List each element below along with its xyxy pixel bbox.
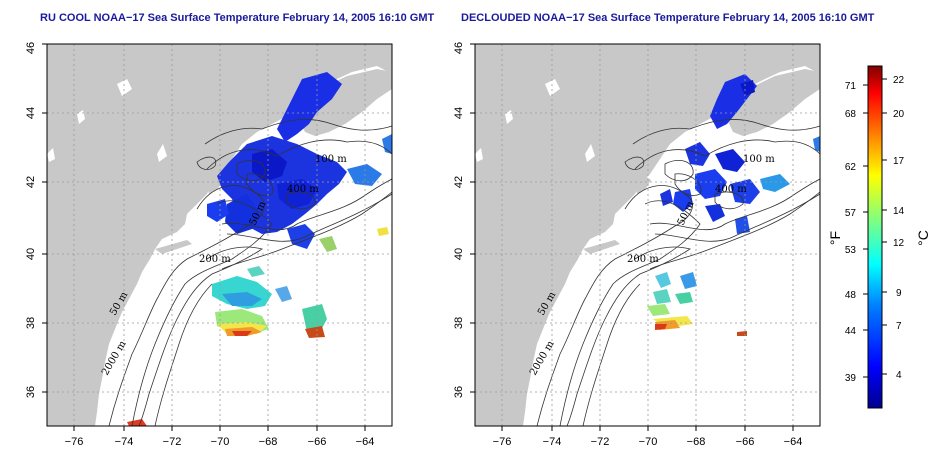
left-xtick-76: −76 bbox=[65, 436, 84, 448]
colorbar-unit-fahrenheit: °F bbox=[827, 231, 843, 245]
left-ytick-46: 46 bbox=[25, 42, 37, 54]
left-map-title: RU COOL NOAA−17 Sea Surface Temperature … bbox=[40, 12, 435, 24]
left-ytick-44: 44 bbox=[25, 107, 37, 119]
left-xtick-72: −72 bbox=[163, 436, 182, 448]
left-ytick-38: 38 bbox=[25, 317, 37, 329]
colorbar-c-tick-4: 4 bbox=[896, 370, 902, 381]
colorbar-c-tick-14: 14 bbox=[893, 206, 905, 217]
colorbar-c-tick-22: 22 bbox=[893, 75, 905, 86]
right-xtick-66: −66 bbox=[736, 436, 755, 448]
left-contour-label-400m: 400 m bbox=[287, 184, 319, 195]
right-ytick-46: 46 bbox=[453, 42, 465, 54]
colorbar-c-tick-12: 12 bbox=[893, 238, 905, 249]
colorbar-c-tick-17: 17 bbox=[893, 156, 905, 167]
colorbar-f-tick-57: 57 bbox=[845, 208, 857, 219]
colorbar-f-tick-68: 68 bbox=[845, 109, 857, 120]
colorbar-f-tick-71: 71 bbox=[845, 81, 857, 92]
colorbar-f-tick-39: 39 bbox=[845, 373, 857, 384]
left-ytick-42: 42 bbox=[25, 176, 37, 188]
right-xtick-76: −76 bbox=[493, 436, 512, 448]
right-contour-label-400m: 400 m bbox=[715, 184, 747, 195]
right-xtick-72: −72 bbox=[591, 436, 610, 448]
right-sst-overlay bbox=[647, 74, 820, 336]
right-map-title: DECLOUDED NOAA−17 Sea Surface Temperatur… bbox=[461, 12, 875, 24]
colorbar-c-tick-9: 9 bbox=[896, 288, 902, 299]
left-xtick-64: −64 bbox=[356, 436, 375, 448]
left-xtick-68: −68 bbox=[259, 436, 278, 448]
right-contour-label-100m: 100 m bbox=[743, 154, 775, 165]
left-contour-label-200m: 200 m bbox=[199, 254, 231, 265]
right-ytick-40: 40 bbox=[453, 248, 465, 260]
right-ytick-38: 38 bbox=[453, 317, 465, 329]
colorbar-c-tick-7: 7 bbox=[896, 321, 902, 332]
right-xtick-70: −70 bbox=[639, 436, 658, 448]
left-ytick-36: 36 bbox=[25, 386, 37, 398]
left-xtick-70: −70 bbox=[211, 436, 230, 448]
colorbar-f-tick-44: 44 bbox=[845, 326, 857, 337]
colorbar-gradient bbox=[867, 65, 883, 409]
right-ytick-44: 44 bbox=[453, 107, 465, 119]
colorbar-unit-celsius: °C bbox=[915, 230, 931, 246]
temperature-colorbar: 71 68 62 57 53 48 44 39 22 20 17 14 12 9… bbox=[827, 65, 931, 409]
left-ytick-40: 40 bbox=[25, 248, 37, 260]
right-xtick-68: −68 bbox=[687, 436, 706, 448]
left-xtick-66: −66 bbox=[308, 436, 327, 448]
colorbar-f-tick-62: 62 bbox=[845, 162, 857, 173]
colorbar-f-tick-53: 53 bbox=[845, 245, 857, 256]
right-ytick-36: 36 bbox=[453, 386, 465, 398]
right-map-panel: 100 m 400 m 50 m 200 m 50 m 2000 m −7 bbox=[453, 42, 821, 448]
left-xtick-74: −74 bbox=[115, 436, 134, 448]
right-ytick-42: 42 bbox=[453, 176, 465, 188]
right-xtick-64: −64 bbox=[784, 436, 803, 448]
left-contour-label-100m: 100 m bbox=[315, 154, 347, 165]
left-map-panel: 100 m 400 m 50 m 200 m 50 m 2000 m bbox=[25, 42, 393, 448]
colorbar-f-tick-48: 48 bbox=[845, 290, 857, 301]
colorbar-c-tick-20: 20 bbox=[893, 109, 905, 120]
right-contour-label-200m: 200 m bbox=[627, 254, 659, 265]
right-xtick-74: −74 bbox=[543, 436, 562, 448]
